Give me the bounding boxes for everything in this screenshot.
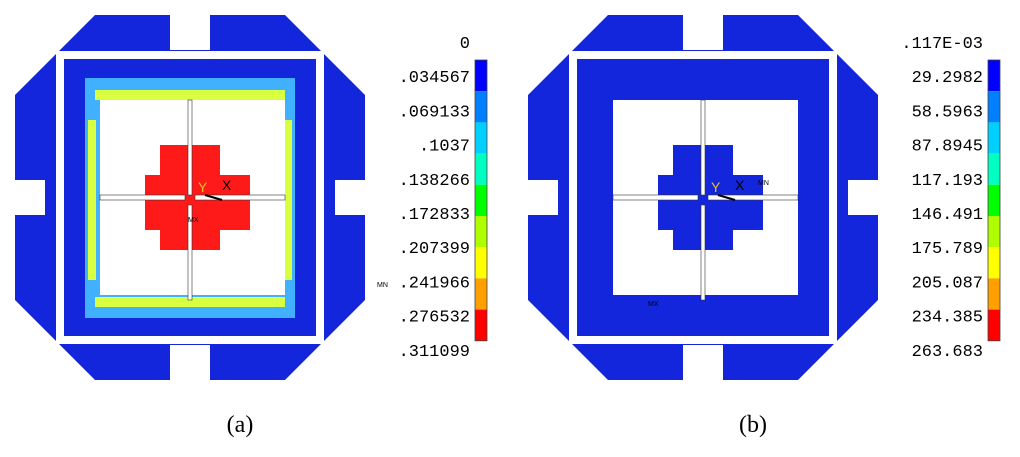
caption: (a)	[227, 412, 254, 438]
frame-gap	[56, 51, 324, 344]
legend-swatch	[988, 122, 1000, 154]
legend-swatch	[475, 247, 487, 279]
slit	[187, 99, 193, 196]
triad-y: Y	[198, 179, 208, 195]
legend-swatch	[475, 91, 487, 123]
ring-strip	[608, 297, 798, 307]
ring-strip	[95, 90, 285, 100]
legend-label: .138266	[399, 172, 470, 191]
legend-swatch	[988, 247, 1000, 279]
legend-swatch	[988, 60, 1000, 92]
triad-x: X	[222, 177, 232, 193]
slit	[99, 194, 186, 201]
legend-label: 205.087	[912, 274, 983, 293]
slit	[700, 204, 706, 301]
ring-strip	[601, 120, 609, 280]
notch	[848, 180, 878, 215]
notch	[683, 15, 723, 50]
legend-swatch	[475, 60, 487, 92]
legend-swatch	[988, 153, 1000, 185]
slit	[194, 194, 286, 201]
legend-label: 175.789	[912, 240, 983, 259]
frame-gap	[569, 51, 837, 344]
triad-axis	[204, 194, 223, 201]
legend-label: 146.491	[912, 206, 983, 225]
triad-x: X	[735, 177, 745, 193]
legend-swatch	[988, 91, 1000, 123]
legend-label: 117.193	[912, 172, 983, 191]
triad-axis	[717, 194, 736, 201]
marker-label: MX	[648, 301, 659, 308]
marker-label: MX	[188, 217, 199, 224]
slit	[187, 204, 193, 301]
legend-label: .207399	[399, 240, 470, 259]
notch	[170, 345, 210, 380]
triad-y: Y	[711, 179, 721, 195]
notch	[335, 180, 365, 215]
notch	[683, 345, 723, 380]
caption: (b)	[739, 412, 767, 438]
legend-swatch	[988, 216, 1000, 248]
legend-swatch	[475, 153, 487, 185]
legend-label: .276532	[399, 309, 470, 328]
ring-strip	[95, 297, 285, 307]
ring-strip	[608, 90, 798, 100]
legend-border	[474, 59, 488, 342]
ring-strip	[797, 120, 805, 280]
legend-swatch	[475, 216, 487, 248]
notch	[170, 15, 210, 50]
legend-label: .311099	[399, 343, 470, 362]
slit	[612, 194, 699, 201]
legend-label: 263.683	[912, 343, 983, 362]
legend-label: 29.2982	[912, 69, 983, 88]
legend-label: .1037	[419, 138, 470, 157]
notch	[15, 180, 45, 215]
marker-label: MN	[758, 180, 769, 187]
legend-label: 87.8945	[912, 138, 983, 157]
legend-swatch	[475, 184, 487, 216]
slit	[707, 194, 799, 201]
legend-swatch	[475, 278, 487, 310]
legend-label: 58.5963	[912, 103, 983, 122]
legend-label: .117E-03	[901, 35, 983, 54]
ring-strip	[284, 120, 292, 280]
ring-strip	[88, 120, 96, 280]
legend-swatch	[988, 184, 1000, 216]
marker-label: MN	[377, 282, 388, 289]
legend-label: 234.385	[912, 309, 983, 328]
legend-swatch	[988, 309, 1000, 341]
legend-label: .034567	[399, 69, 470, 88]
legend-border	[987, 59, 1001, 342]
legend-swatch	[475, 309, 487, 341]
legend-label: .069133	[399, 103, 470, 122]
notch	[528, 180, 558, 215]
legend-label: 0	[460, 35, 470, 54]
legend-swatch	[988, 278, 1000, 310]
legend-label: .172833	[399, 206, 470, 225]
legend-label: .241966	[399, 274, 470, 293]
legend-swatch	[475, 122, 487, 154]
slit	[700, 99, 706, 196]
